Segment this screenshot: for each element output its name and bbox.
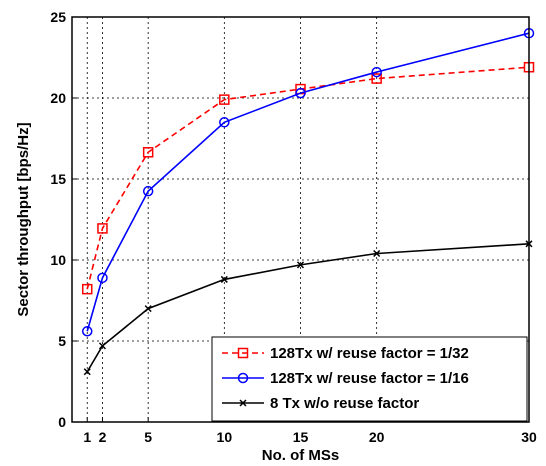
x-tick-label: 1: [83, 429, 91, 445]
x-tick-label: 30: [521, 429, 537, 445]
legend-marker-circle: [237, 372, 249, 384]
series-line: [86, 32, 530, 332]
series-layer: [81, 27, 535, 376]
x-tick-label: 20: [369, 429, 385, 445]
legend: 128Tx w/ reuse factor = 1/32 128Tx w/ reu…: [211, 336, 528, 422]
data-point-x: [98, 342, 106, 350]
legend-item: 128Tx w/ reuse factor = 1/32: [222, 345, 469, 362]
data-point-circle: [371, 66, 382, 78]
data-point-square: [97, 223, 108, 234]
data-point-circle: [295, 87, 306, 99]
y-tick-label: 25: [50, 9, 66, 25]
series-1: [81, 61, 535, 295]
legend-box: [211, 336, 528, 422]
data-point-circle: [219, 117, 230, 128]
data-point-x: [220, 275, 228, 283]
y-tick-label: 5: [58, 333, 66, 349]
data-point-square: [371, 73, 382, 84]
y-tick-label: 20: [50, 90, 66, 106]
legend-marker-x: [239, 399, 247, 407]
x-tick-label: 5: [144, 429, 152, 445]
x-tick-label: 2: [99, 429, 107, 445]
data-point-x: [373, 249, 381, 258]
y-tick-label: 15: [50, 171, 66, 187]
data-point-circle: [97, 272, 108, 284]
series-line: [86, 66, 530, 290]
legend-marker-square: [237, 347, 249, 359]
y-tick-label: 0: [58, 414, 66, 430]
legend-label-128tx-w-reuse-factor-1-16: 128Tx w/ reuse factor = 1/16: [270, 370, 469, 387]
legend-item: 128Tx w/ reuse factor = 1/16: [222, 370, 469, 387]
data-point-square: [81, 283, 93, 295]
x-axis-label: No. of MSs: [262, 447, 340, 464]
series-2: [81, 27, 535, 337]
data-point-square: [219, 94, 230, 105]
x-tick-label: 15: [293, 429, 309, 445]
data-point-x: [296, 261, 305, 269]
y-tick-label: 10: [50, 252, 66, 268]
legend-item: 8 Tx w/o reuse factor: [222, 395, 419, 412]
data-point-circle: [142, 185, 154, 197]
y-axis-label: Sector throughput [bps/Hz]: [15, 122, 32, 316]
data-point-circle: [81, 326, 93, 337]
data-point-square: [142, 147, 154, 158]
data-point-x: [83, 368, 91, 376]
data-point-x: [144, 305, 152, 313]
legend-label-128tx-w-reuse-factor-1-32: 128Tx w/ reuse factor = 1/32: [270, 345, 469, 362]
legend-label-8-tx-w-o-reuse-factor: 8 Tx w/o reuse factor: [270, 395, 419, 412]
x-tick-label: 10: [217, 429, 233, 445]
series-3: [83, 240, 533, 376]
